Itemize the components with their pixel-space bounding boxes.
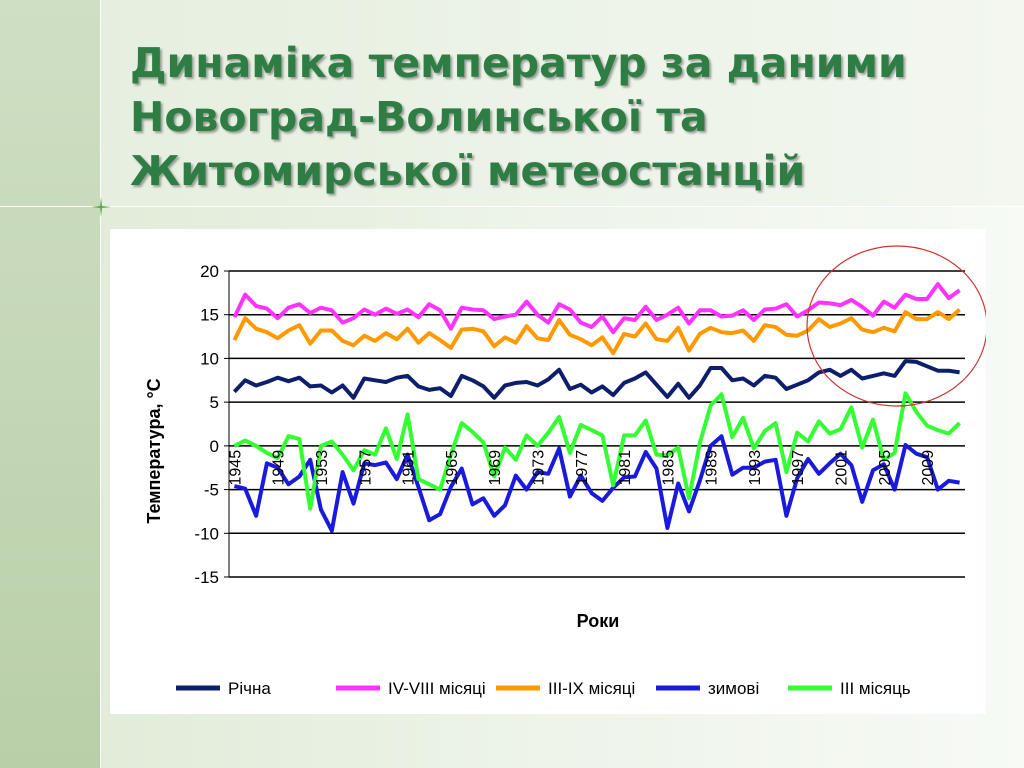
y-tick-label: 15 — [200, 306, 219, 325]
vertical-decor-line — [100, 0, 101, 768]
y-tick-label: -15 — [194, 568, 219, 587]
legend-label: зимові — [708, 679, 759, 698]
title-area-background — [100, 0, 1024, 206]
x-tick-label: 1989 — [704, 450, 721, 486]
temperature-chart: -15 -10 -5 0 5 10 15 20 1945 1949 1953 1957 1961 196… — [144, 245, 988, 698]
chart-legend: Річна IV-VIII місяці III-IX місяці зимові II… — [176, 679, 911, 698]
y-tick-label: -5 — [204, 481, 219, 500]
x-tick-label: 2009 — [920, 450, 937, 486]
slide-title: Динаміка температур за даними Новоград-В… — [130, 36, 990, 198]
y-tick-label: 0 — [210, 437, 219, 456]
x-tick-label: 1957 — [357, 450, 374, 486]
x-tick-label: 1965 — [444, 450, 461, 486]
x-tick-label: 1997 — [790, 450, 807, 486]
x-tick-label: 1993 — [747, 450, 764, 486]
series-line — [233, 434, 960, 533]
x-tick-label: 1973 — [531, 450, 548, 486]
title-line-3: Житомирської метеостанцій — [130, 147, 806, 195]
x-tick-label: 1977 — [574, 450, 591, 486]
legend-label: IV-VIII місяці — [388, 679, 486, 698]
x-tick-label: 1985 — [660, 450, 677, 486]
series-lines — [232, 282, 961, 533]
x-tick-label: 1945 — [227, 450, 244, 486]
x-tick-labels: 1945 1949 1953 1957 1961 1965 1969 1973 1977 1981… — [227, 450, 937, 486]
chart-panel: -15 -10 -5 0 5 10 15 20 1945 1949 1953 1957 1961 196… — [110, 229, 988, 714]
left-decor-band — [0, 0, 100, 768]
grid-lines — [224, 270, 965, 578]
x-tick-label: 2005 — [877, 450, 894, 486]
y-tick-label: 10 — [200, 349, 219, 368]
legend-label: III місяць — [840, 679, 911, 698]
legend-label: III-IX місяці — [548, 679, 635, 698]
x-tick-label: 1953 — [314, 450, 331, 486]
series-line — [232, 282, 961, 335]
y-tick-label: -10 — [194, 524, 219, 543]
series-line — [232, 359, 960, 400]
series-line — [233, 391, 961, 511]
title-line-1: Динаміка температур за даними — [130, 39, 907, 87]
title-line-2: Новоград-Волинської та — [130, 93, 708, 141]
series-line — [232, 308, 961, 356]
x-tick-label: 1949 — [271, 450, 288, 486]
y-axis-label: Температура, °С — [144, 378, 164, 523]
y-tick-label: 5 — [210, 393, 219, 412]
x-axis-label: Роки — [577, 611, 620, 631]
sparkle-icon — [91, 197, 111, 217]
horizontal-decor-line — [0, 206, 1024, 207]
y-tick-label: 20 — [200, 262, 219, 281]
x-tick-label: 1961 — [401, 450, 418, 486]
legend-label: Річна — [228, 679, 271, 698]
x-tick-label: 1969 — [487, 450, 504, 486]
y-tick-labels: -15 -10 -5 0 5 10 15 20 — [194, 262, 219, 587]
x-tick-label: 1981 — [617, 450, 634, 486]
x-tick-label: 2001 — [834, 450, 851, 486]
